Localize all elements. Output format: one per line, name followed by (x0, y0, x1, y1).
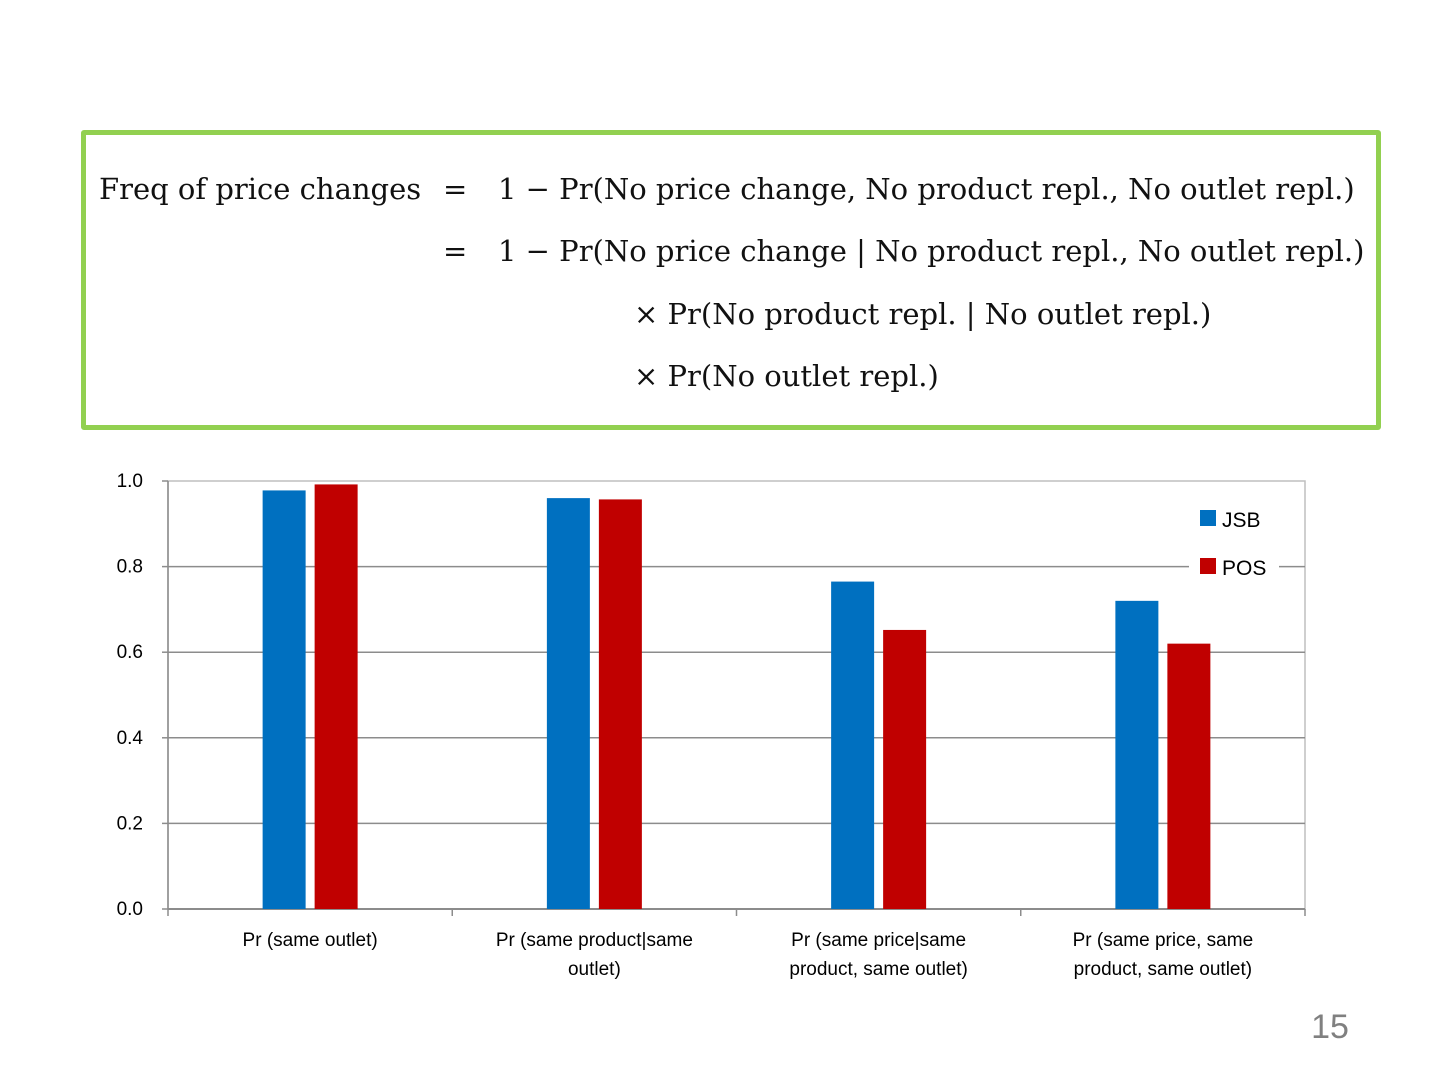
y-tick-label: 0.8 (117, 557, 143, 578)
legend-swatch-pos (1200, 558, 1216, 574)
formula-line3: × Pr(No product repl. | No outlet repl.) (634, 297, 1212, 331)
x-category-label: product, same outlet) (1074, 959, 1252, 980)
page-number: 15 (1311, 1008, 1349, 1046)
x-category-label: Pr (same product|same (496, 930, 693, 951)
formula-line1-lhs: Freq of price changes (99, 172, 422, 206)
legend-swatch-jsb (1200, 510, 1216, 526)
x-category-label: Pr (same outlet) (243, 930, 378, 951)
x-category-label: outlet) (568, 959, 621, 980)
y-tick-label: 0.6 (117, 642, 143, 663)
formula-line4: × Pr(No outlet repl.) (634, 359, 939, 393)
formula-line2-equals: = (443, 234, 468, 268)
bar-pos (598, 499, 642, 909)
legend-label-jsb: JSB (1222, 509, 1261, 532)
x-category-label: Pr (same price, same (1073, 930, 1254, 951)
bar-jsb (262, 490, 306, 909)
bar-jsb (546, 498, 590, 909)
y-tick-label: 0.0 (117, 899, 143, 920)
bar-pos (883, 629, 927, 909)
x-category-label: Pr (same price|same (791, 930, 966, 951)
bar-jsb (831, 581, 875, 909)
formula-box (81, 130, 1381, 430)
formula-line1-equals: = (443, 172, 468, 206)
bar-jsb (1115, 600, 1159, 909)
bar-pos (1167, 643, 1211, 909)
formula-line2-rhs: 1 − Pr(No price change | No product repl… (498, 234, 1365, 268)
bar-pos (314, 484, 358, 909)
formula-line1-rhs: 1 − Pr(No price change, No product repl.… (498, 172, 1355, 206)
y-tick-label: 1.0 (117, 471, 143, 492)
legend-label-pos: POS (1222, 557, 1266, 580)
x-category-label: product, same outlet) (789, 959, 967, 980)
y-tick-label: 0.2 (117, 813, 143, 834)
y-tick-label: 0.4 (117, 728, 144, 749)
bar-chart: 0.0 0.2 0.4 0.6 0.8 1.0 Pr (same outlet) Pr (sa… (117, 471, 1306, 980)
